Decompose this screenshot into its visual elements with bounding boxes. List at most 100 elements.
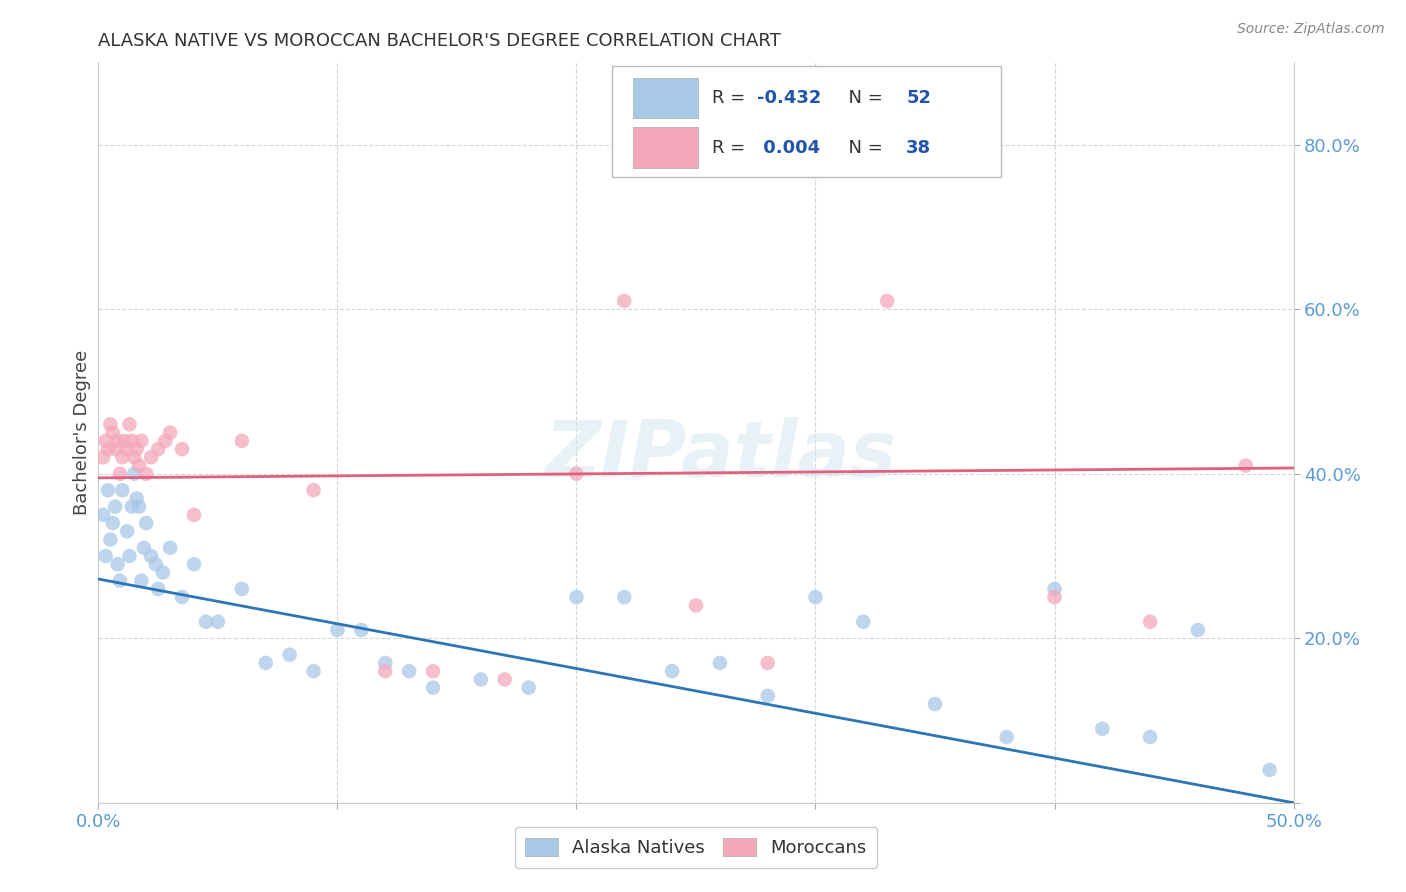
- Moroccans: [114, 434, 136, 448]
- Alaska Natives: [804, 590, 827, 604]
- Moroccans: [107, 434, 129, 448]
- Alaska Natives: [94, 549, 117, 563]
- Text: N =: N =: [837, 138, 889, 157]
- Moroccans: [97, 442, 120, 456]
- Alaska Natives: [517, 681, 540, 695]
- Text: Source: ZipAtlas.com: Source: ZipAtlas.com: [1237, 22, 1385, 37]
- Moroccans: [685, 599, 707, 613]
- Text: R =: R =: [711, 89, 751, 107]
- Alaska Natives: [131, 574, 153, 588]
- Alaska Natives: [101, 516, 124, 530]
- Moroccans: [91, 450, 114, 465]
- Text: -0.432: -0.432: [756, 89, 821, 107]
- Alaska Natives: [124, 467, 146, 481]
- Moroccans: [101, 425, 124, 440]
- Moroccans: [565, 467, 588, 481]
- Moroccans: [148, 442, 170, 456]
- Moroccans: [121, 434, 143, 448]
- Alaska Natives: [231, 582, 253, 596]
- Alaska Natives: [613, 590, 636, 604]
- Alaska Natives: [1187, 623, 1209, 637]
- Alaska Natives: [195, 615, 218, 629]
- Text: ALASKA NATIVE VS MOROCCAN BACHELOR'S DEGREE CORRELATION CHART: ALASKA NATIVE VS MOROCCAN BACHELOR'S DEG…: [98, 32, 782, 50]
- Moroccans: [302, 483, 325, 498]
- Text: ZIPatlas: ZIPatlas: [544, 417, 896, 493]
- Alaska Natives: [111, 483, 134, 498]
- Alaska Natives: [139, 549, 162, 563]
- FancyBboxPatch shape: [633, 128, 699, 168]
- Moroccans: [1234, 458, 1257, 473]
- Moroccans: [613, 293, 636, 308]
- Alaska Natives: [1139, 730, 1161, 744]
- Moroccans: [876, 293, 898, 308]
- Text: 52: 52: [907, 89, 931, 107]
- Alaska Natives: [709, 656, 731, 670]
- Alaska Natives: [128, 500, 150, 514]
- Alaska Natives: [207, 615, 229, 629]
- Alaska Natives: [565, 590, 588, 604]
- Alaska Natives: [350, 623, 373, 637]
- Alaska Natives: [145, 558, 167, 572]
- Alaska Natives: [132, 541, 155, 555]
- Alaska Natives: [98, 533, 122, 547]
- Alaska Natives: [152, 566, 174, 580]
- Alaska Natives: [108, 574, 131, 588]
- FancyBboxPatch shape: [613, 66, 1001, 178]
- Alaska Natives: [995, 730, 1018, 744]
- Moroccans: [139, 450, 162, 465]
- Moroccans: [494, 673, 516, 687]
- Alaska Natives: [159, 541, 181, 555]
- Moroccans: [108, 467, 131, 481]
- Alaska Natives: [135, 516, 157, 530]
- Moroccans: [124, 450, 146, 465]
- Moroccans: [128, 458, 150, 473]
- Moroccans: [155, 434, 177, 448]
- Moroccans: [374, 664, 396, 678]
- Moroccans: [131, 434, 153, 448]
- Alaska Natives: [148, 582, 170, 596]
- Alaska Natives: [183, 558, 205, 572]
- Alaska Natives: [104, 500, 127, 514]
- Alaska Natives: [91, 508, 114, 522]
- Alaska Natives: [118, 549, 141, 563]
- Moroccans: [183, 508, 205, 522]
- Text: R =: R =: [711, 138, 751, 157]
- Moroccans: [135, 467, 157, 481]
- Moroccans: [94, 434, 117, 448]
- Alaska Natives: [278, 648, 301, 662]
- Text: 0.004: 0.004: [756, 138, 820, 157]
- Alaska Natives: [254, 656, 277, 670]
- Moroccans: [1139, 615, 1161, 629]
- Moroccans: [756, 656, 779, 670]
- Alaska Natives: [172, 590, 194, 604]
- Moroccans: [804, 113, 827, 128]
- Moroccans: [1043, 590, 1066, 604]
- Alaska Natives: [1258, 763, 1281, 777]
- Alaska Natives: [422, 681, 444, 695]
- Y-axis label: Bachelor's Degree: Bachelor's Degree: [73, 350, 91, 516]
- Moroccans: [115, 442, 138, 456]
- Alaska Natives: [398, 664, 420, 678]
- Alaska Natives: [1091, 722, 1114, 736]
- Legend: Alaska Natives, Moroccans: Alaska Natives, Moroccans: [515, 827, 877, 868]
- Alaska Natives: [125, 491, 148, 506]
- Alaska Natives: [661, 664, 683, 678]
- FancyBboxPatch shape: [633, 78, 699, 119]
- Moroccans: [118, 417, 141, 432]
- Alaska Natives: [756, 689, 779, 703]
- Alaska Natives: [924, 697, 946, 711]
- Moroccans: [98, 417, 122, 432]
- Alaska Natives: [97, 483, 120, 498]
- Alaska Natives: [326, 623, 349, 637]
- Moroccans: [172, 442, 194, 456]
- Alaska Natives: [852, 615, 875, 629]
- Text: 38: 38: [907, 138, 931, 157]
- Moroccans: [104, 442, 127, 456]
- Moroccans: [159, 425, 181, 440]
- Alaska Natives: [115, 524, 138, 539]
- Alaska Natives: [470, 673, 492, 687]
- Text: N =: N =: [837, 89, 889, 107]
- Moroccans: [125, 442, 148, 456]
- Moroccans: [111, 450, 134, 465]
- Alaska Natives: [302, 664, 325, 678]
